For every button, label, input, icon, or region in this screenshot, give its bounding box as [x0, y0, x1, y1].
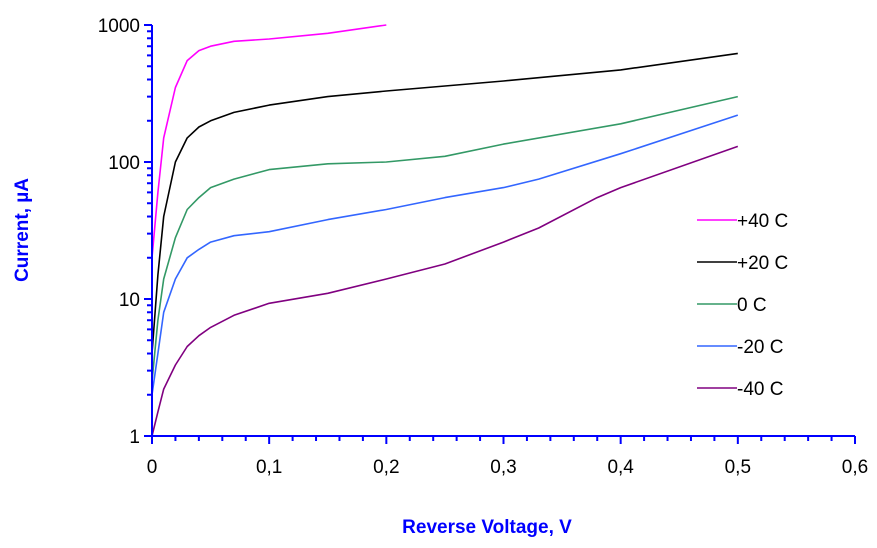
y-tick-label: 100 [108, 153, 140, 174]
axes-layer: 0 0,1 0,2 0,3 0,4 0,5 0,6 1 10 100 1000 [98, 16, 868, 478]
legend-label-2: 0 C [737, 295, 767, 316]
x-tick-label: 0,2 [373, 457, 399, 478]
x-axis-title: Reverse Voltage, V [402, 517, 572, 538]
legend-label-1: +20 C [737, 253, 788, 274]
x-tick-label: 0,5 [725, 457, 751, 478]
series-line-0 [151, 24, 387, 258]
y-tick-label: 1 [129, 427, 140, 448]
series-line-4 [151, 145, 739, 437]
series-line-2 [151, 95, 738, 382]
x-tick-label: 0,4 [607, 457, 634, 478]
legend-label-4: -40 C [737, 379, 783, 400]
x-tick-label: 0 [147, 457, 158, 478]
series-line-1 [151, 52, 738, 354]
x-tick-label: 0,3 [490, 457, 516, 478]
x-tick-label: 0,6 [842, 457, 868, 478]
y-tick-label: 1000 [98, 16, 140, 37]
legend-label-3: -20 C [737, 337, 783, 358]
x-tick-label: 0,1 [256, 457, 282, 478]
series-layer [151, 24, 739, 437]
y-axis-title: Current, µA [12, 178, 33, 282]
legend: +40 C +20 C 0 C -20 C -40 C [697, 211, 788, 400]
series-line-3 [151, 114, 739, 395]
y-tick-label: 10 [119, 290, 140, 311]
legend-label-0: +40 C [737, 211, 788, 232]
